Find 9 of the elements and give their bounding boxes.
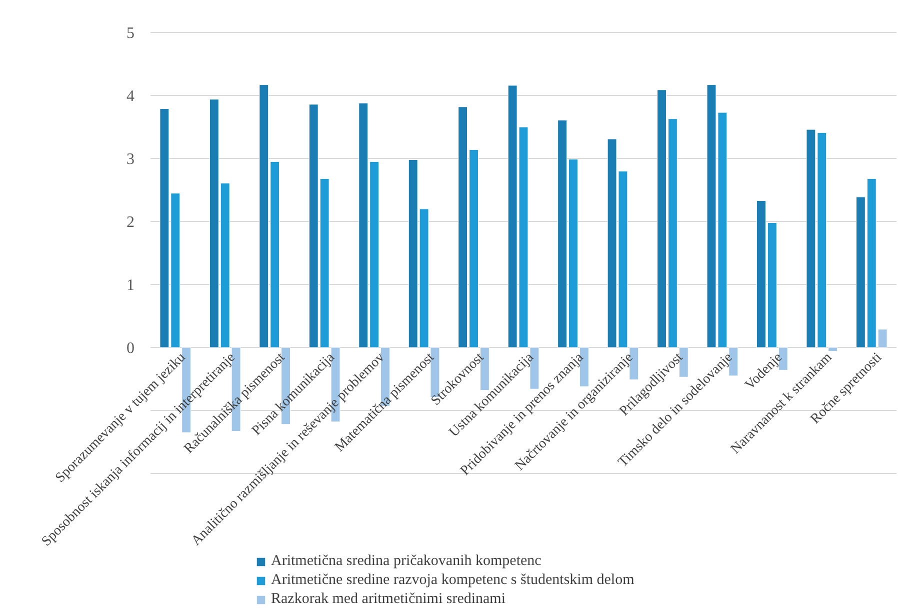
y-tick-label: 3: [126, 151, 134, 168]
legend-label: Razkorak med aritmetičnimi sredinami: [271, 591, 506, 608]
y-tick-label: 4: [126, 88, 134, 105]
y-tick-label: 1: [126, 277, 134, 294]
legend-label: Aritmetična sredina pričakovanih kompetenc: [271, 553, 542, 570]
y-tick-label: 2: [126, 214, 134, 231]
y-tick-label: 5: [126, 25, 134, 42]
legend-label: Aritmetične sredine razvoja kompetenc s študentskim delom: [271, 572, 634, 589]
y-tick-label: 0: [126, 340, 134, 357]
